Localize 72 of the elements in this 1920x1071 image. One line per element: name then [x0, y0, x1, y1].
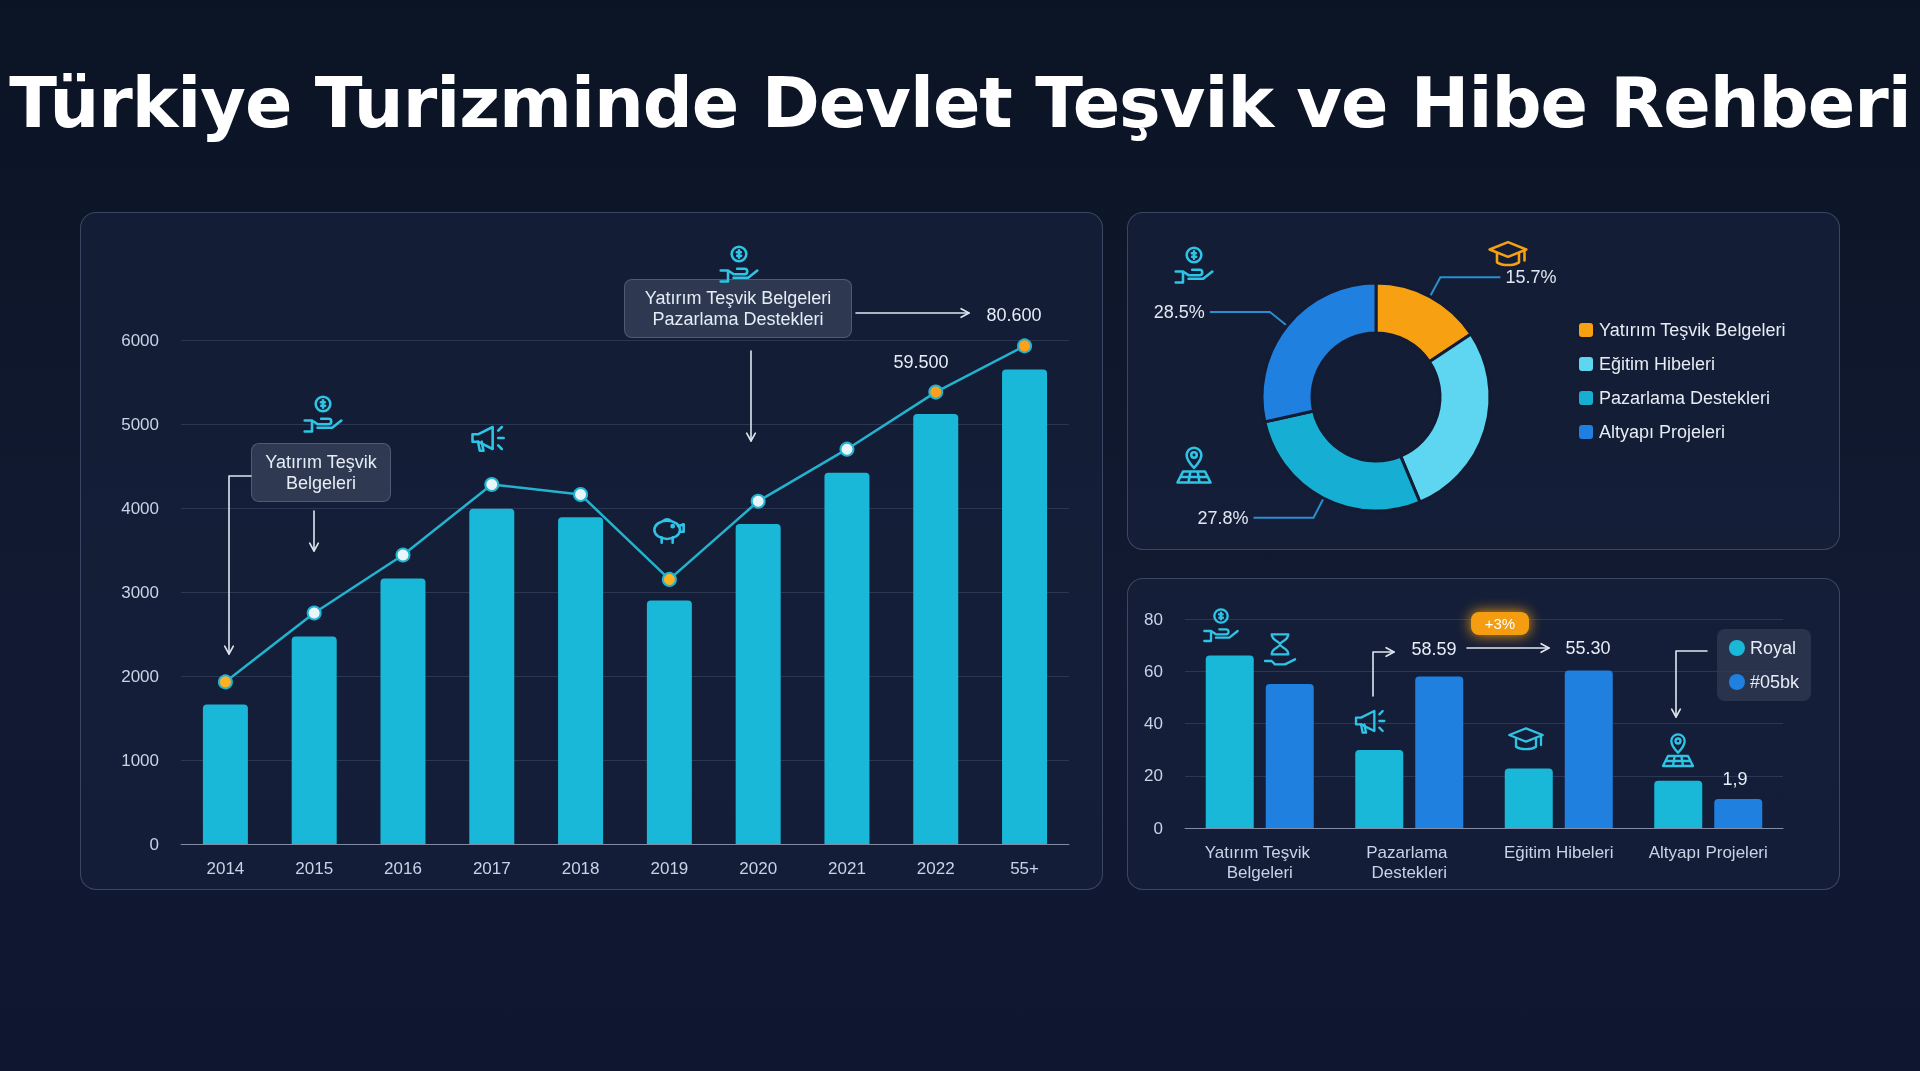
- y-tick-label: 3000: [121, 582, 159, 602]
- legend-label: Royal: [1749, 638, 1796, 658]
- bar: [913, 413, 959, 844]
- point: [484, 476, 500, 492]
- y-tick-label: 5000: [121, 414, 159, 434]
- x-tick-label: 2021: [828, 858, 866, 878]
- text: Yatırım Teşvik Belgeleri Pazarlama Destekleri: [624, 279, 852, 339]
- bar: [1002, 369, 1048, 844]
- annotation: Yatırım Teşvik Belgeleri: [251, 443, 391, 503]
- data-label: 27.8%: [1197, 507, 1249, 528]
- x-tick-label: 2022: [916, 858, 955, 878]
- y-tick-label: 20: [1144, 766, 1163, 786]
- point: [306, 605, 322, 621]
- bar: [291, 636, 337, 844]
- legend-label: #05bk: [1749, 672, 1800, 692]
- bar: [380, 578, 426, 844]
- x-tick-label: 2020: [739, 858, 778, 878]
- y-tick-label: 1000: [121, 750, 159, 770]
- bar: [1714, 799, 1763, 828]
- bar: [1265, 684, 1314, 828]
- bar: [1355, 749, 1404, 828]
- y-tick-label: 2000: [121, 666, 159, 686]
- data-label: 28.5%: [1153, 301, 1205, 322]
- point: [1017, 338, 1033, 354]
- text: 80.600: [985, 305, 1043, 326]
- x-tick-label: 2016: [384, 858, 422, 878]
- y-tick-label: 6000: [121, 330, 159, 350]
- x-tick-label: Pazarlama Destekleri: [1366, 842, 1453, 882]
- y-tick-label: 60: [1144, 661, 1163, 681]
- point: [839, 441, 855, 457]
- annotation: 59.500: [892, 352, 950, 373]
- annotation: 55.30: [1564, 638, 1612, 659]
- x-tick-label: 2017: [472, 858, 511, 878]
- bar: [1205, 655, 1254, 828]
- data-label: 15.7%: [1505, 267, 1557, 288]
- x-tick-label: 2018: [561, 858, 600, 878]
- annotation: +3%: [1471, 612, 1529, 636]
- legend-label: Yatırım Teşvik Belgeleri: [1599, 320, 1786, 340]
- legend-label: Pazarlama Destekleri: [1599, 388, 1771, 408]
- legend-label: Eğitim Hibeleri: [1599, 354, 1716, 374]
- annotation: 1,9: [1721, 769, 1749, 790]
- x-tick-label: 55+: [1010, 858, 1040, 878]
- bar: [824, 472, 870, 844]
- bar: [202, 704, 248, 844]
- bar: [1654, 780, 1703, 828]
- point: [750, 493, 766, 509]
- bar: [735, 523, 781, 844]
- y-tick-label: 0: [1153, 818, 1163, 838]
- y-tick-label: 80: [1144, 609, 1163, 629]
- x-tick-label: 2019: [650, 858, 689, 878]
- y-tick-label: 4000: [121, 498, 159, 518]
- x-tick-label: Altyapı Projeleri: [1648, 842, 1768, 862]
- annotation: 58.59: [1410, 639, 1458, 660]
- bar: [1504, 768, 1553, 828]
- point: [928, 384, 944, 400]
- bar: [469, 508, 515, 844]
- chart-title: Türkiye Turizminde Devlet Teşvik ve Hibe Rehberi: [8, 62, 1912, 144]
- point: [395, 547, 411, 563]
- x-tick-label: 2015: [295, 858, 334, 878]
- point: [217, 674, 233, 690]
- bar: [646, 600, 692, 844]
- point: [573, 487, 589, 503]
- y-tick-label: 40: [1144, 714, 1163, 733]
- y-tick-label: 0: [149, 834, 159, 854]
- x-tick-label: Eğitim Hibeleri: [1503, 842, 1614, 862]
- x-tick-label: 2014: [206, 858, 245, 878]
- bar: [558, 517, 604, 844]
- x-tick-label: Yatırım Teşvik Belgeleri: [1204, 842, 1315, 882]
- legend-label: Altyapı Projeleri: [1599, 422, 1726, 442]
- point: [661, 571, 677, 587]
- bar: [1564, 670, 1613, 828]
- bar: [1415, 676, 1464, 828]
